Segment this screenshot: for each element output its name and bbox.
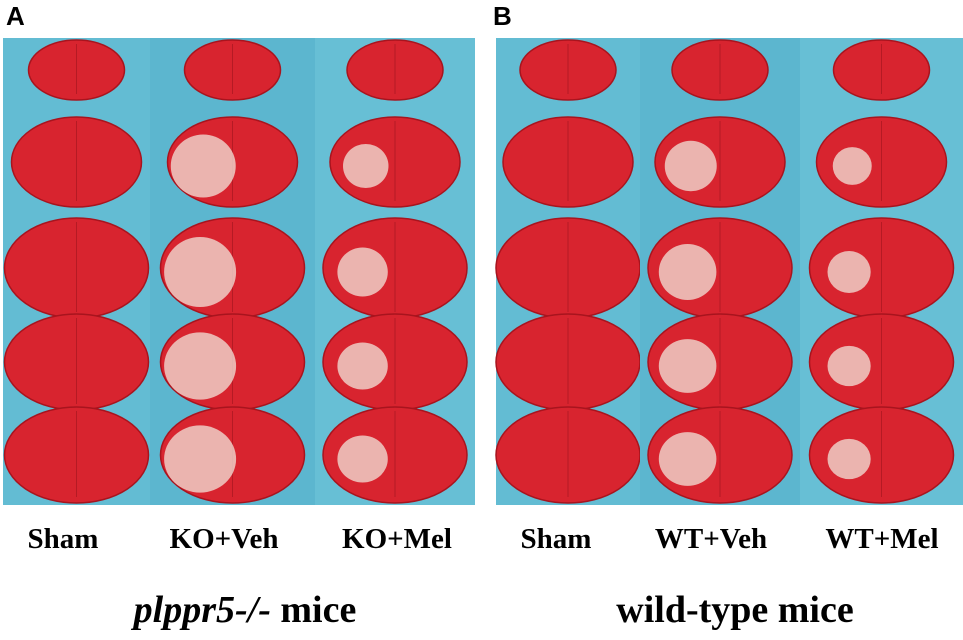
column-label: KO+Mel bbox=[342, 523, 452, 555]
infarct bbox=[658, 244, 717, 300]
column-label: WT+Veh bbox=[655, 523, 767, 555]
panel-label: B bbox=[493, 1, 512, 31]
infarct bbox=[658, 432, 717, 486]
infarct bbox=[827, 251, 871, 293]
column-label: Sham bbox=[28, 523, 99, 555]
column-label: WT+Mel bbox=[825, 523, 938, 555]
infarct bbox=[164, 237, 237, 307]
infarct bbox=[658, 339, 717, 393]
column-label: Sham bbox=[521, 523, 592, 555]
caption-italic: plppr5-/- bbox=[131, 589, 271, 631]
infarct bbox=[164, 332, 237, 400]
infarct bbox=[337, 247, 388, 297]
caption-text: mice bbox=[280, 589, 356, 631]
infarct bbox=[343, 143, 389, 189]
panel-label: A bbox=[6, 1, 25, 31]
infarct bbox=[170, 134, 236, 198]
infarct bbox=[664, 140, 717, 192]
column-label: KO+Veh bbox=[170, 523, 279, 555]
caption: plppr5-/- mice bbox=[131, 589, 357, 631]
infarct bbox=[832, 147, 872, 185]
infarct bbox=[164, 425, 237, 493]
caption: wild-type mice bbox=[616, 589, 853, 631]
infarct bbox=[827, 345, 871, 387]
infarct bbox=[337, 435, 388, 483]
infarct bbox=[337, 342, 388, 390]
infarct bbox=[827, 438, 871, 480]
